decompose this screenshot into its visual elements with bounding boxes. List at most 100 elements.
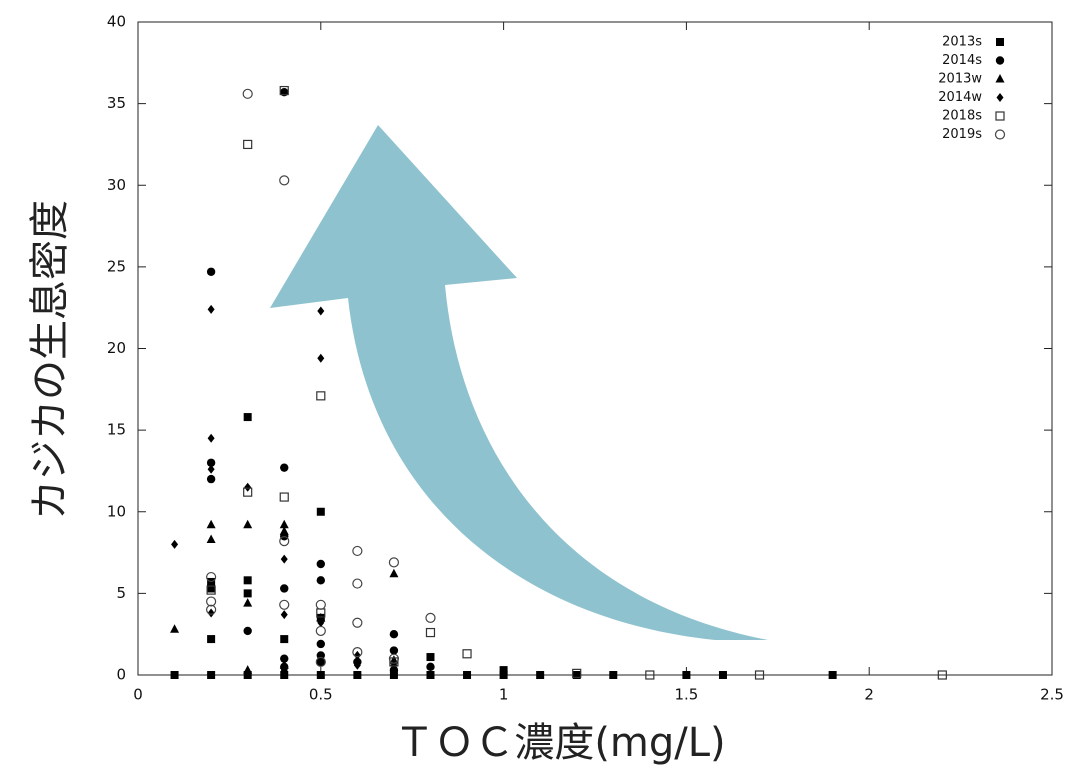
data-point [389, 655, 399, 664]
data-point [316, 671, 325, 679]
data-point [317, 306, 325, 316]
data-point [207, 464, 215, 474]
marker [995, 56, 1005, 65]
data-point [316, 391, 326, 401]
data-point [244, 482, 252, 492]
data-point [353, 650, 361, 660]
data-point [389, 671, 398, 679]
data-point [425, 612, 436, 623]
data-point [572, 668, 582, 678]
y-axis-title: カジカの生息密度 [27, 200, 73, 520]
data-point [206, 474, 216, 484]
data-point [243, 665, 253, 674]
data-point [280, 665, 288, 675]
data-point [353, 660, 361, 670]
data-point [426, 662, 435, 672]
data-point [207, 635, 216, 644]
marker [994, 129, 1006, 140]
data-point [243, 671, 252, 679]
data-point [243, 576, 252, 585]
data-point [279, 526, 289, 535]
data-point [682, 671, 691, 679]
data-point [280, 554, 288, 564]
data-point [279, 536, 290, 547]
data-point [243, 413, 252, 422]
data-point [279, 85, 289, 96]
x-axis-title: ＴＯＣ濃度(mg/L) [394, 720, 725, 766]
y-tick-label: 25 [107, 257, 126, 275]
data-point [536, 671, 545, 679]
marker [995, 74, 1005, 83]
x-tick-label: 0.5 [309, 686, 333, 704]
data-point [243, 487, 253, 497]
legend-label: 2013w [938, 72, 982, 87]
x-tick-label: 1 [499, 686, 509, 704]
data-point [207, 584, 216, 593]
data-point [426, 653, 435, 662]
data-point [352, 647, 363, 658]
data-point [279, 660, 289, 669]
data-point [645, 670, 655, 680]
y-tick-label: 35 [107, 94, 126, 112]
y-tick-label: 10 [107, 502, 126, 520]
data-point [242, 88, 253, 99]
data-point [609, 671, 618, 679]
data-point [754, 670, 765, 680]
data-point [316, 639, 325, 649]
data-point [315, 625, 326, 637]
y-tick-label: 0 [116, 666, 126, 684]
data-point [315, 656, 326, 668]
data-point [171, 539, 179, 549]
data-point [425, 627, 436, 638]
data-point [463, 671, 472, 679]
data-point [316, 657, 325, 667]
data-point [462, 649, 472, 659]
y-tick-label: 40 [107, 13, 126, 31]
data-point [206, 596, 217, 607]
marker [996, 93, 1004, 102]
x-tick-label: 1.5 [674, 686, 698, 704]
data-point [207, 433, 215, 443]
data-point [280, 671, 289, 679]
data-point [388, 557, 400, 568]
legend-label: 2014s [942, 53, 982, 68]
data-point [317, 353, 325, 363]
data-point [499, 671, 508, 679]
data-point [206, 519, 216, 529]
data-point [279, 492, 289, 502]
data-point [279, 175, 290, 186]
data-point [206, 571, 217, 583]
data-point [206, 267, 216, 276]
data-point [389, 657, 399, 667]
data-point [353, 671, 362, 679]
data-point [280, 635, 289, 644]
data-point [243, 589, 252, 598]
x-tick-label: 2.5 [1040, 686, 1064, 704]
data-point [170, 624, 180, 633]
data-point [207, 304, 215, 314]
data-point [352, 545, 363, 557]
y-tick-label: 5 [116, 584, 126, 602]
trend-arrow [270, 125, 768, 640]
data-point [243, 598, 253, 607]
data-point [316, 576, 325, 585]
data-point [388, 653, 400, 664]
data-point [243, 139, 253, 150]
data-point [316, 507, 325, 516]
data-point [207, 671, 216, 679]
data-point [352, 617, 363, 628]
legend-label: 2018s [942, 109, 982, 124]
data-point [206, 604, 217, 615]
data-point [243, 519, 253, 529]
data-point [279, 519, 289, 529]
marker [996, 38, 1004, 46]
marker [995, 111, 1005, 121]
data-point [389, 646, 399, 655]
data-point [828, 671, 837, 679]
data-point [280, 654, 289, 663]
data-point [207, 608, 215, 618]
x-tick-label: 0 [133, 686, 143, 704]
data-point [170, 671, 179, 679]
data-point [718, 671, 727, 679]
x-tick-label: 2 [864, 686, 874, 704]
